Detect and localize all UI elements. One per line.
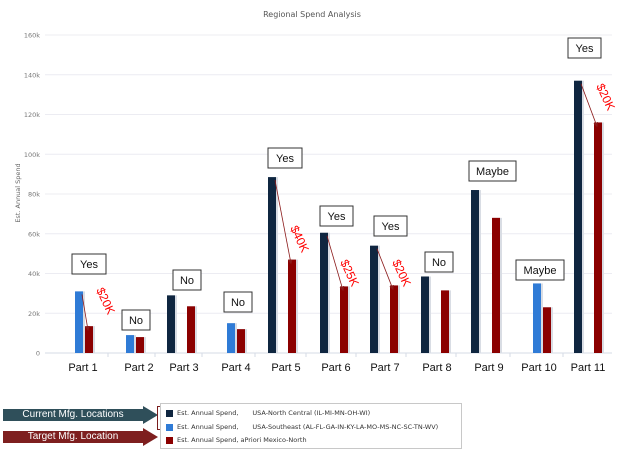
target-location-label: Target Mfg. Location	[3, 431, 143, 443]
bar-target	[288, 259, 296, 353]
bar-current	[370, 245, 378, 353]
decision-box	[71, 253, 107, 275]
x-tick-label: Part 11	[571, 362, 606, 374]
bar-target	[594, 122, 602, 353]
arrow-head-icon	[143, 406, 158, 424]
decision-label: Yes	[576, 43, 594, 55]
legend-item[interactable]: Est. Annual Spend, USA-North Central (IL-…	[166, 407, 370, 419]
chart-title: Regional Spend Analysis	[263, 10, 361, 19]
bar-current	[126, 335, 134, 353]
decision-box	[223, 291, 253, 313]
x-tick-label: Part 3	[169, 362, 198, 374]
x-tick-label: Part 2	[124, 362, 153, 374]
bar-target	[543, 307, 551, 353]
y-tick-labels: 0 20k 40k 60k 80k 100k 120k 140k 160k	[24, 32, 40, 358]
savings-label: $20K	[93, 285, 118, 316]
decision-box	[373, 215, 408, 237]
decision-label: No	[432, 257, 446, 269]
bar-current	[75, 291, 83, 353]
y-tick-label: 0	[36, 350, 40, 358]
bar-current	[167, 295, 175, 353]
y-axis-label: Est. Annual Spend	[14, 163, 22, 222]
decision-label: Yes	[276, 153, 294, 165]
bar-target	[136, 337, 144, 353]
x-tick-labels: Part 1 Part 2 Part 3 Part 4 Part 5 Part 6 Part…	[68, 362, 605, 374]
bar-target	[237, 329, 245, 353]
decision-labels: Yes No No No Yes Yes Yes No Maybe Maybe Yes	[71, 37, 602, 331]
savings-arrow	[81, 294, 90, 331]
savings-arrow	[274, 180, 293, 265]
x-tick-label: Part 1	[68, 362, 97, 374]
savings-label: $40K	[287, 223, 312, 254]
y-tick-label: 60k	[28, 230, 40, 238]
decision-box	[468, 160, 517, 182]
legend: Est. Annual Spend, USA-North Central (IL-…	[160, 403, 462, 449]
savings-arrow	[376, 248, 394, 291]
y-tick-label: 40k	[28, 270, 40, 278]
decision-box	[121, 309, 151, 331]
decision-label: Yes	[382, 221, 400, 233]
decision-box	[567, 37, 602, 59]
y-tick-label: 160k	[24, 32, 40, 40]
bar-target	[85, 326, 93, 353]
decision-box	[172, 269, 202, 291]
legend-item-region: USA-Southeast (AL-FL-GA-IN-KY-LA-MO-MS-N…	[252, 423, 439, 431]
y-tick-label: 20k	[28, 310, 40, 318]
legend-swatch	[166, 409, 173, 417]
decision-box	[267, 147, 303, 169]
bar-target	[340, 286, 348, 353]
legend-item-region: USA-North Central (IL-MI-MN-OH-WI)	[252, 409, 371, 417]
decision-label: Maybe	[523, 265, 556, 277]
decision-label: Yes	[80, 259, 98, 271]
current-locations-bracket	[157, 406, 162, 430]
current-locations-label: Current Mfg. Locations	[3, 409, 143, 421]
decision-label: Yes	[328, 211, 346, 223]
bar-current	[574, 80, 582, 354]
legend-item[interactable]: Est. Annual Spend, USA-Southeast (AL-FL-G…	[166, 421, 438, 433]
legend-item-name: Est. Annual Spend, aPriori Mexico-North	[177, 436, 307, 444]
legend-item-name: Est. Annual Spend,	[177, 409, 239, 417]
x-tick-label: Part 7	[370, 362, 399, 374]
chart: Regional Spend Analysis Est. Annual Spen…	[14, 10, 618, 374]
x-tick-label: Part 8	[422, 362, 451, 374]
y-tick-label: 80k	[28, 191, 40, 199]
savings-label: $20K	[593, 81, 618, 112]
bar-target	[492, 217, 500, 353]
x-tick-label: Part 10	[521, 362, 556, 374]
decision-label: No	[129, 315, 143, 327]
decision-label: No	[231, 297, 245, 309]
x-tick-label: Part 5	[271, 362, 300, 374]
y-tick-label: 120k	[24, 111, 40, 119]
legend-item[interactable]: Est. Annual Spend, aPriori Mexico-North	[166, 434, 307, 446]
decision-box	[319, 205, 354, 227]
x-tick-label: Part 6	[321, 362, 350, 374]
bars	[75, 80, 604, 354]
decision-box	[424, 251, 454, 273]
bar-current	[421, 276, 429, 353]
bar-current	[320, 232, 328, 353]
legend-swatch	[166, 436, 173, 444]
arrow-head-icon	[143, 428, 158, 446]
bar-target	[187, 306, 195, 353]
y-tick-label: 100k	[24, 151, 40, 159]
bar-current	[227, 323, 235, 353]
bar-current	[268, 177, 276, 353]
decision-label: No	[180, 275, 194, 287]
bar-current	[471, 190, 479, 353]
legend-swatch	[166, 423, 173, 431]
decision-label: Maybe	[476, 166, 509, 178]
decision-box	[515, 259, 565, 281]
savings-arrow	[580, 83, 598, 128]
x-tick-label: Part 4	[221, 362, 250, 374]
bar-target	[441, 290, 449, 353]
x-tick-label: Part 9	[474, 362, 503, 374]
legend-item-name: Est. Annual Spend,	[177, 423, 239, 431]
y-tick-label: 140k	[24, 71, 40, 79]
bar-target	[390, 285, 398, 353]
bar-current	[533, 283, 541, 353]
savings-arrow	[326, 235, 345, 292]
